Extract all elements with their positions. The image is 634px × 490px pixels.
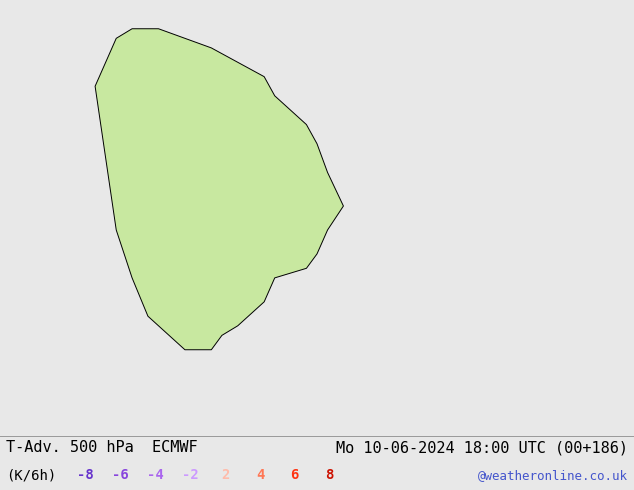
- Text: -8: -8: [77, 468, 94, 482]
- Polygon shape: [95, 29, 344, 350]
- Text: -4: -4: [147, 468, 164, 482]
- Text: 2: 2: [221, 468, 230, 482]
- Text: (K/6h): (K/6h): [6, 468, 56, 482]
- Text: T-Adv. 500 hPa  ECMWF: T-Adv. 500 hPa ECMWF: [6, 440, 198, 455]
- Text: Mo 10-06-2024 18:00 UTC (00+186): Mo 10-06-2024 18:00 UTC (00+186): [335, 440, 628, 455]
- Text: 8: 8: [325, 468, 334, 482]
- Text: 4: 4: [256, 468, 264, 482]
- Text: -6: -6: [112, 468, 129, 482]
- Text: @weatheronline.co.uk: @weatheronline.co.uk: [477, 469, 628, 482]
- Text: 6: 6: [290, 468, 299, 482]
- Text: -2: -2: [182, 468, 198, 482]
